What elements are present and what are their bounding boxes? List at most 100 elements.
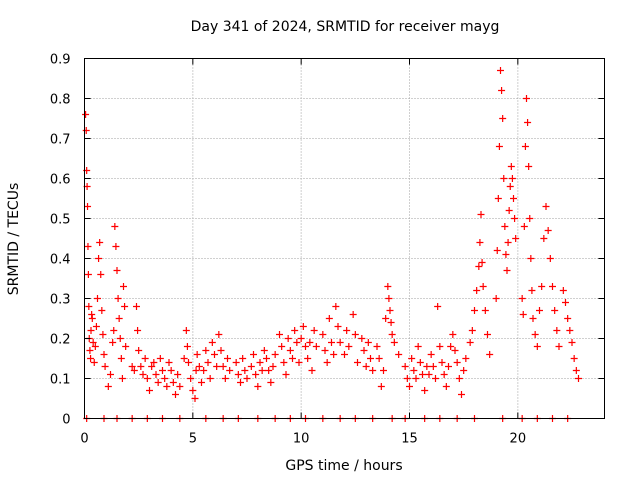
x-tick-label: 20 bbox=[510, 432, 527, 447]
data-point bbox=[150, 359, 158, 366]
data-point bbox=[528, 287, 536, 294]
data-point bbox=[152, 371, 160, 378]
data-point bbox=[113, 267, 121, 274]
data-point bbox=[234, 371, 242, 378]
data-point bbox=[182, 327, 190, 334]
data-point bbox=[90, 359, 98, 366]
data-point bbox=[549, 283, 556, 290]
data-point bbox=[475, 263, 483, 270]
data-point bbox=[492, 295, 500, 302]
data-point bbox=[101, 363, 109, 370]
data-point bbox=[306, 339, 314, 346]
data-point bbox=[289, 355, 296, 362]
data-point bbox=[345, 343, 353, 350]
data-point bbox=[421, 387, 429, 394]
data-point bbox=[291, 327, 299, 334]
data-point bbox=[436, 343, 444, 350]
data-point bbox=[351, 331, 359, 338]
data-point bbox=[440, 371, 448, 378]
data-point bbox=[239, 355, 247, 362]
data-point bbox=[358, 335, 366, 342]
data-point bbox=[380, 367, 387, 374]
plot-frame bbox=[84, 58, 605, 419]
data-point bbox=[84, 203, 92, 210]
data-point bbox=[172, 391, 179, 398]
data-point bbox=[336, 339, 344, 346]
data-point bbox=[330, 351, 338, 358]
data-point bbox=[84, 243, 92, 250]
data-point bbox=[486, 351, 494, 358]
data-point bbox=[91, 343, 99, 350]
data-point bbox=[92, 323, 100, 330]
data-point bbox=[520, 223, 528, 230]
data-point bbox=[403, 375, 411, 382]
data-point bbox=[237, 379, 244, 386]
y-tick-label: 0.1 bbox=[50, 373, 71, 388]
data-point bbox=[484, 331, 491, 338]
data-point bbox=[134, 327, 142, 334]
data-point bbox=[434, 303, 442, 310]
data-point bbox=[521, 143, 529, 150]
y-axis-title: SRMTID / TECUs bbox=[6, 183, 22, 296]
data-point bbox=[269, 363, 277, 370]
data-point bbox=[495, 143, 503, 150]
data-point bbox=[369, 367, 377, 374]
data-point bbox=[271, 351, 279, 358]
y-tick-label: 0.8 bbox=[50, 93, 71, 108]
data-point bbox=[382, 315, 390, 322]
y-tick-label: 0.2 bbox=[50, 333, 71, 348]
data-point bbox=[562, 299, 569, 306]
data-point bbox=[208, 339, 216, 346]
data-point bbox=[529, 315, 537, 322]
data-point bbox=[96, 239, 104, 246]
data-point bbox=[241, 367, 249, 374]
data-point bbox=[536, 307, 543, 314]
data-point bbox=[89, 339, 97, 346]
data-point bbox=[524, 119, 532, 126]
data-point bbox=[109, 339, 117, 346]
data-point bbox=[176, 383, 184, 390]
data-point bbox=[252, 371, 260, 378]
x-tick-label: 10 bbox=[293, 432, 310, 447]
data-point bbox=[256, 359, 264, 366]
data-point bbox=[390, 339, 398, 346]
data-point bbox=[219, 363, 227, 370]
data-point bbox=[120, 283, 127, 290]
data-point bbox=[423, 363, 431, 370]
data-point bbox=[267, 379, 275, 386]
data-point bbox=[202, 347, 210, 354]
data-point bbox=[82, 127, 90, 134]
data-point bbox=[265, 367, 273, 374]
data-point bbox=[321, 347, 329, 354]
data-point bbox=[458, 391, 465, 398]
data-point bbox=[501, 223, 509, 230]
data-point bbox=[410, 367, 418, 374]
data-point bbox=[544, 227, 552, 234]
data-point bbox=[206, 375, 214, 382]
data-point bbox=[462, 355, 470, 362]
data-point bbox=[84, 271, 92, 278]
chart-title: Day 341 of 2024, SRMTID for receiver may… bbox=[191, 19, 500, 35]
data-point bbox=[466, 339, 474, 346]
data-point bbox=[100, 351, 108, 358]
data-point bbox=[388, 331, 396, 338]
grid-lines bbox=[84, 58, 605, 419]
data-point bbox=[94, 295, 101, 302]
data-point bbox=[506, 183, 514, 190]
data-point bbox=[299, 323, 307, 330]
data-point bbox=[518, 295, 526, 302]
y-tick-label: 0.6 bbox=[50, 173, 71, 188]
data-point bbox=[478, 259, 486, 266]
data-point bbox=[192, 367, 200, 374]
data-point bbox=[414, 343, 422, 350]
data-point bbox=[553, 327, 561, 334]
data-point bbox=[110, 327, 118, 334]
data-point bbox=[427, 351, 435, 358]
data-point bbox=[217, 347, 225, 354]
y-tick-label: 0 bbox=[62, 413, 70, 428]
data-point bbox=[568, 339, 576, 346]
data-point bbox=[319, 331, 327, 338]
data-point bbox=[183, 343, 191, 350]
